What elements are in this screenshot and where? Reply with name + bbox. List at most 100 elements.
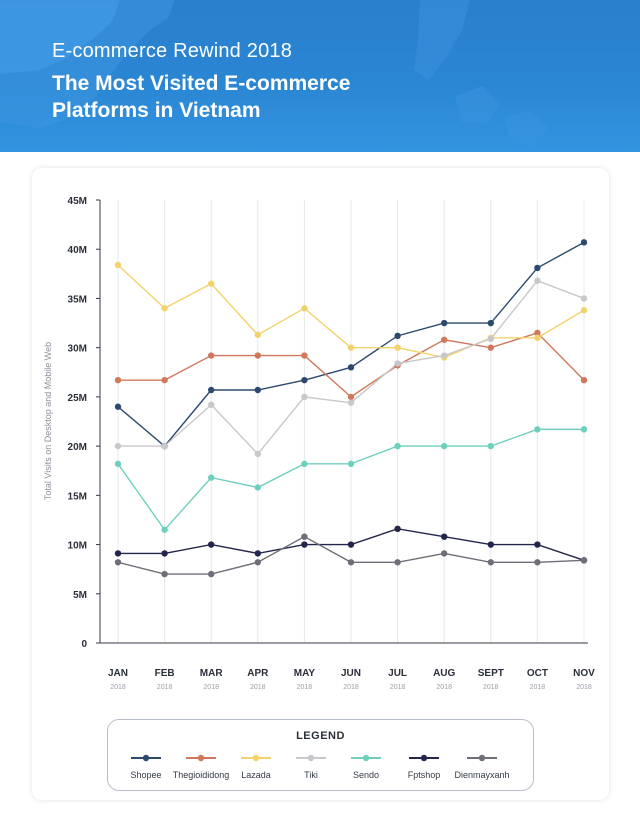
data-point-sendo-oct (534, 426, 541, 433)
y-tick-label: 30M (68, 344, 87, 355)
data-point-lazada-jun (347, 344, 355, 351)
data-point-thegioididong-nov (580, 376, 588, 384)
legend-label-thegioididong: Thegioididong (172, 770, 230, 780)
legend-item-fptshop: Fptshop (389, 748, 459, 780)
data-point-sendo-feb (161, 526, 168, 533)
data-point-shopee-jun (347, 364, 355, 371)
data-point-fptshop-jan (114, 550, 122, 557)
data-point-lazada-may (301, 305, 308, 312)
x-tick-sublabel: 2018 (390, 684, 406, 691)
data-point-sendo-jan (114, 460, 122, 468)
data-point-shopee-may (301, 376, 308, 384)
legend-swatch-fptshop (409, 754, 439, 762)
data-point-dienmayxanh-mar (208, 570, 215, 578)
data-point-thegioididong-oct (534, 329, 541, 337)
y-tick-label: 15M (68, 491, 87, 502)
data-point-shopee-jan (114, 403, 122, 410)
data-point-dienmayxanh-jan (114, 559, 122, 566)
x-tick-sublabel: 2018 (483, 684, 499, 691)
map-decoration (0, 0, 548, 146)
data-point-lazada-nov (580, 307, 588, 314)
data-point-lazada-feb (161, 305, 168, 312)
legend-swatch-thegioididong (186, 754, 216, 762)
x-tick-label-oct: OCT (527, 668, 548, 679)
legend-label-shopee: Shopee (130, 770, 162, 780)
data-point-sendo-jun (347, 460, 355, 468)
data-point-tiki-jun (347, 399, 355, 406)
data-point-shopee-aug (441, 319, 448, 327)
data-point-shopee-sept (487, 319, 494, 327)
legend: LEGEND Shopee Thegioididong Lazada Tiki Send… (107, 719, 534, 791)
y-tick-label: 25M (68, 393, 87, 404)
data-point-shopee-mar (208, 386, 215, 394)
y-tick-label: 45M (68, 196, 87, 207)
x-tick-label-jun: JUN (341, 668, 361, 679)
legend-swatch-shopee (131, 754, 161, 762)
legend-label-sendo: Sendo (352, 770, 380, 780)
legend-swatch-lazada (241, 754, 271, 762)
data-point-sendo-sept (487, 442, 494, 450)
x-tick-sublabel: 2018 (530, 684, 546, 691)
data-point-dienmayxanh-jun (347, 559, 355, 566)
x-tick-label-apr: APR (247, 668, 269, 679)
data-point-thegioididong-feb (161, 376, 168, 384)
y-tick-label: 5M (73, 590, 87, 601)
legend-swatch-dienmayxanh (467, 754, 497, 762)
x-tick-label-may: MAY (294, 668, 316, 679)
data-point-sendo-mar (208, 474, 215, 481)
legend-label-tiki: Tiki (304, 770, 318, 780)
y-axis-label: Total Visits on Desktop and Mobile Web (43, 342, 53, 500)
data-point-fptshop-feb (161, 550, 168, 557)
data-point-shopee-jul (394, 332, 401, 340)
data-point-thegioididong-sept (487, 344, 494, 351)
data-point-dienmayxanh-nov (580, 557, 588, 564)
legend-item-sendo: Sendo (331, 748, 401, 780)
x-tick-sublabel: 2018 (297, 684, 313, 691)
data-point-tiki-feb (161, 442, 168, 450)
data-point-sendo-nov (580, 426, 588, 433)
data-point-sendo-jul (394, 442, 401, 450)
data-point-fptshop-oct (534, 541, 541, 548)
legend-item-thegioididong: Thegioididong (166, 748, 236, 780)
data-point-dienmayxanh-jul (394, 559, 401, 566)
data-point-thegioididong-jan (114, 376, 122, 384)
data-point-dienmayxanh-may (301, 533, 308, 540)
data-point-dienmayxanh-feb (161, 570, 168, 578)
data-point-thegioididong-may (301, 352, 308, 359)
data-point-tiki-jan (114, 442, 122, 450)
header-title: The Most Visited E-commerce Platforms in… (52, 72, 351, 122)
data-point-tiki-apr (254, 450, 261, 458)
data-point-thegioididong-mar (208, 352, 215, 359)
legend-label-lazada: Lazada (241, 770, 271, 780)
legend-item-dienmayxanh: Dienmayxanh (447, 748, 517, 780)
data-point-lazada-apr (254, 331, 261, 339)
data-point-thegioididong-jun (347, 393, 355, 401)
x-tick-label-feb: FEB (155, 668, 175, 679)
data-point-dienmayxanh-apr (254, 559, 261, 566)
y-tick-label: 20M (68, 442, 87, 453)
data-point-fptshop-mar (208, 541, 215, 548)
y-tick-label: 40M (68, 245, 87, 256)
legend-item-tiki: Tiki (276, 748, 346, 780)
y-tick-label: 0 (81, 639, 87, 650)
data-point-shopee-nov (580, 239, 588, 246)
x-tick-label-nov: NOV (573, 668, 595, 679)
data-point-thegioididong-aug (441, 336, 448, 343)
data-point-tiki-sept (487, 335, 494, 343)
data-point-tiki-may (301, 393, 308, 401)
y-tick-label: 35M (68, 294, 87, 305)
chart-card (32, 168, 609, 800)
legend-item-shopee: Shopee (111, 748, 181, 780)
data-point-thegioididong-apr (254, 352, 261, 359)
legend-label-dienmayxanh: Dienmayxanh (454, 770, 510, 780)
data-point-shopee-oct (534, 264, 541, 272)
data-point-tiki-jul (394, 360, 401, 367)
data-point-sendo-aug (441, 442, 448, 450)
data-point-lazada-jul (394, 344, 401, 351)
data-point-fptshop-jul (394, 525, 401, 533)
data-point-fptshop-apr (254, 550, 261, 557)
x-tick-sublabel: 2018 (250, 684, 266, 691)
x-tick-label-aug: AUG (433, 668, 455, 679)
x-tick-sublabel: 2018 (157, 684, 173, 691)
